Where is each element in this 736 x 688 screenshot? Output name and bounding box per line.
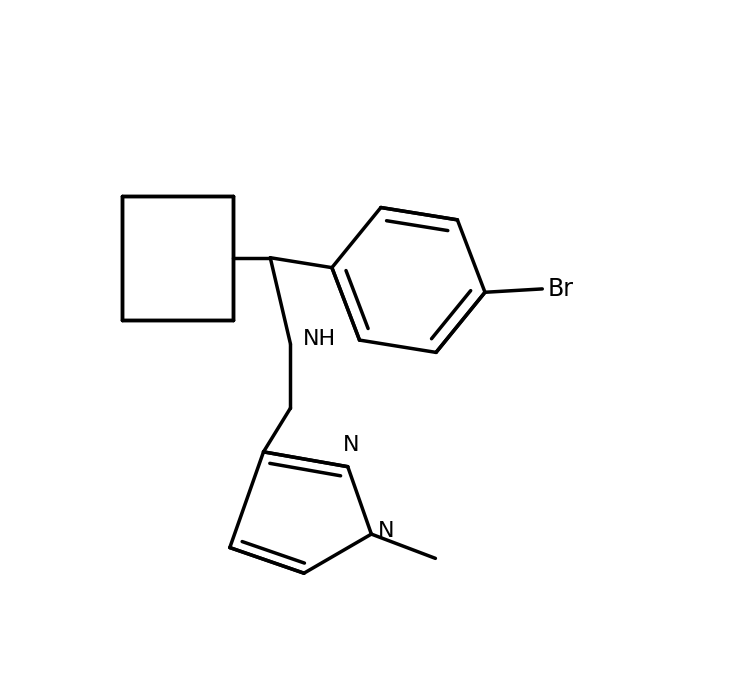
Text: N: N	[378, 521, 394, 541]
Text: N: N	[343, 435, 359, 455]
Text: Br: Br	[548, 277, 573, 301]
Text: NH: NH	[302, 329, 336, 349]
